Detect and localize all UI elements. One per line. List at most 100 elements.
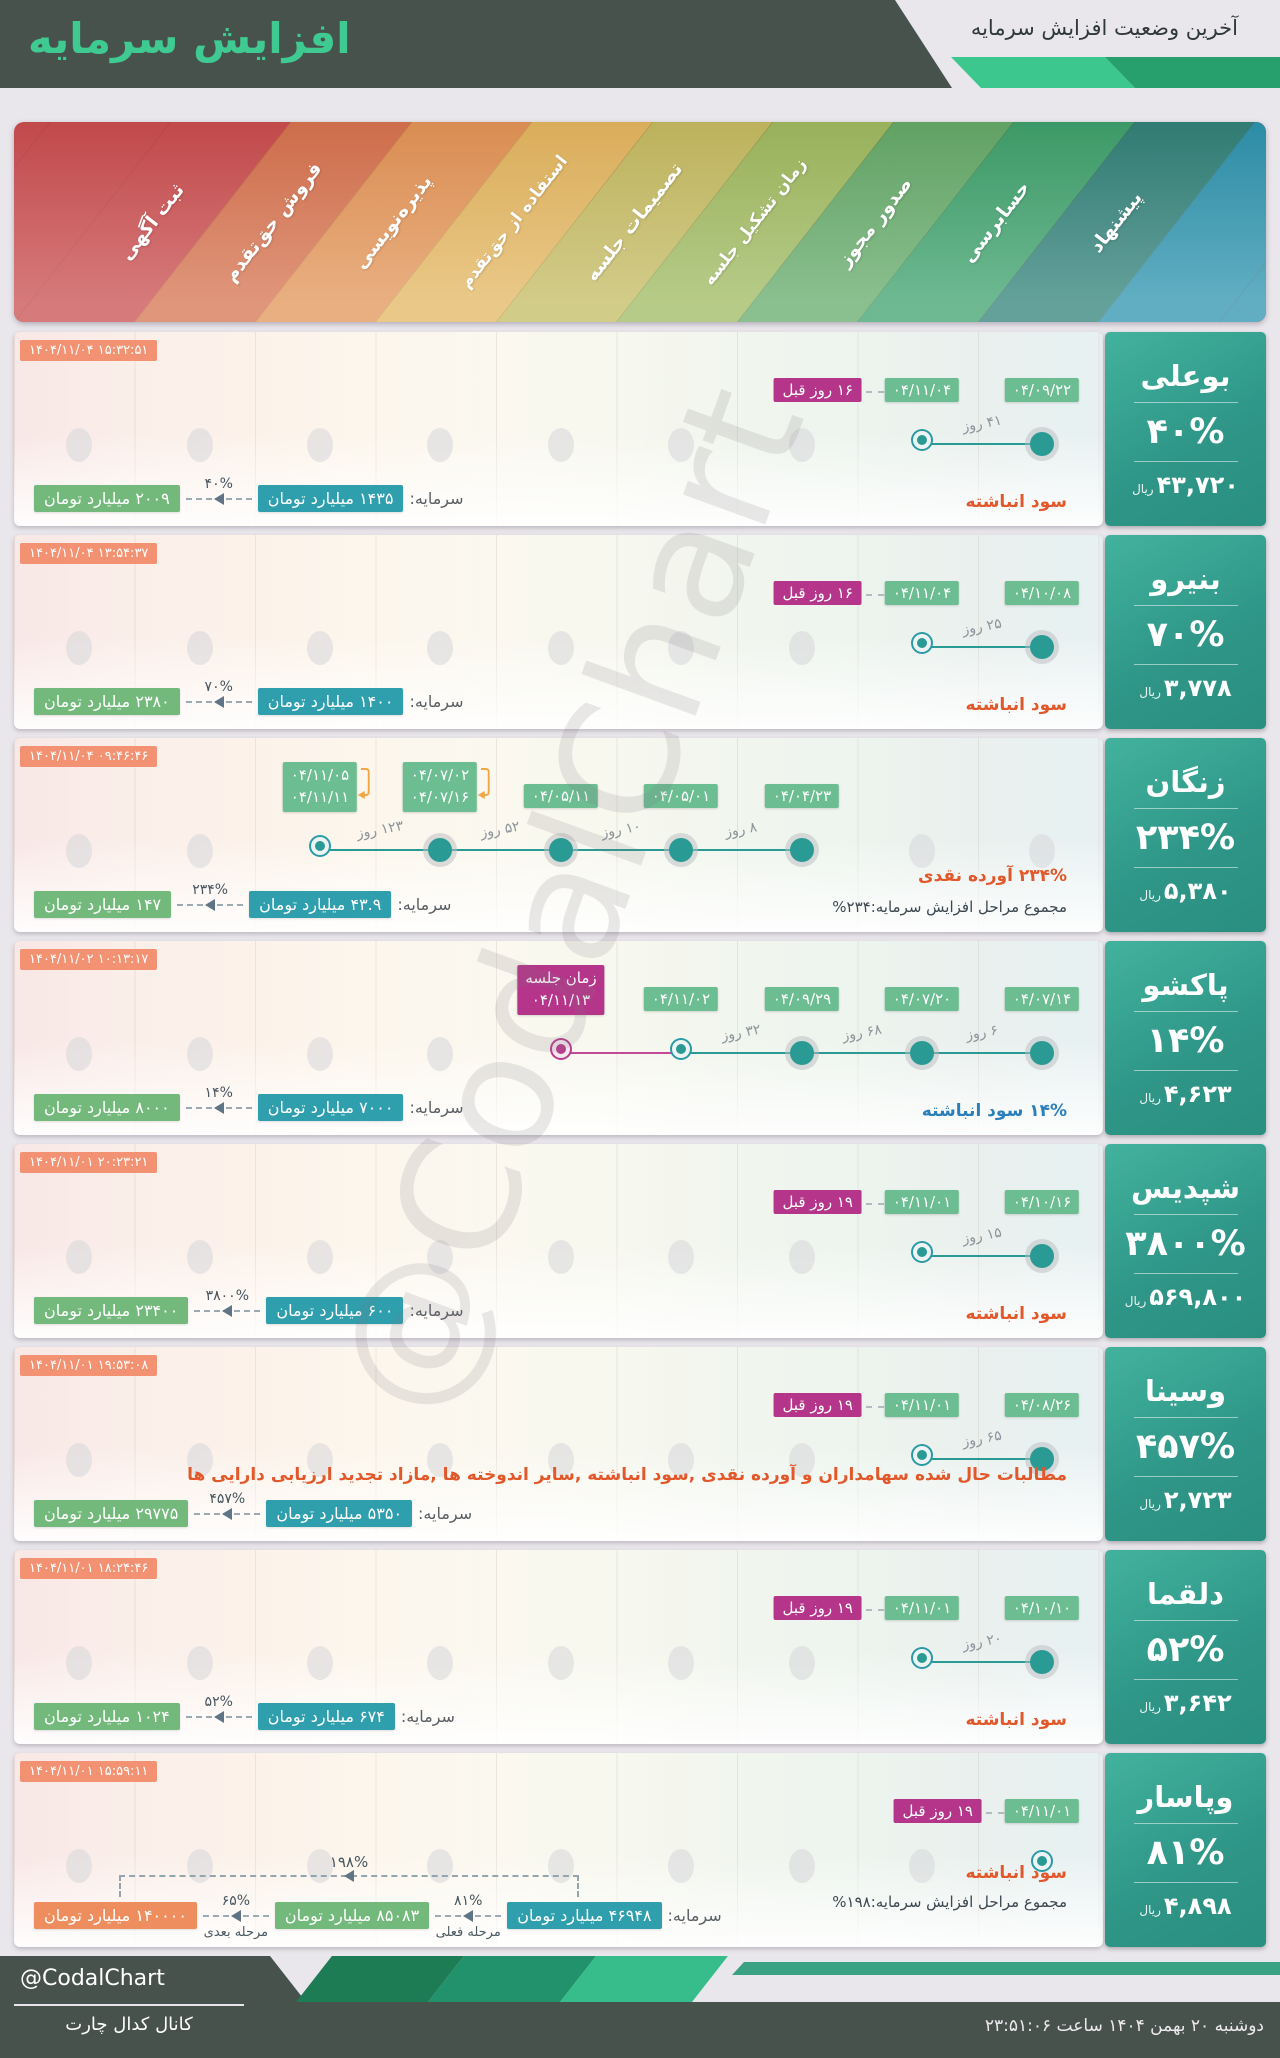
timeline-line: [681, 1052, 1042, 1054]
timeline-dot: [1030, 1244, 1054, 1268]
capital-label: سرمایه:: [418, 1504, 473, 1523]
arrow-left-icon: [344, 1870, 354, 1882]
timeline-dot: [549, 838, 573, 862]
event-date-badge: ۰۴/۰۸/۲۶: [1004, 1393, 1080, 1417]
badge-connector: [866, 1609, 884, 1611]
increase-arrow: ۲۳۴%: [177, 882, 244, 913]
capital-next-badge: ۱۴۰۰۰۰ میلیارد تومان: [34, 1902, 197, 1929]
badge-connector: [866, 1406, 884, 1408]
card-price: ۲,۷۲۳ ریال: [1139, 1486, 1231, 1514]
price-unit: ریال: [1139, 1091, 1161, 1105]
update-timestamp: ۱۴۰۴/۱۱/۰۱ ۱۸:۲۴:۴۶: [20, 1558, 158, 1579]
price-unit: ریال: [1139, 1700, 1161, 1714]
days-ago-badge: ۱۶ روز قبل: [773, 581, 862, 605]
interval-label: ۲۰ روز: [961, 1630, 1003, 1654]
timeline-dot-placeholder: [548, 1443, 574, 1477]
top-header: افزایش سرمایه آخرین وضعیت افزایش سرمایه: [0, 0, 1280, 88]
timeline-dot-placeholder: [548, 1240, 574, 1274]
timeline-dot-placeholder: [307, 428, 333, 462]
timeline-dot-placeholder: [1029, 834, 1055, 868]
card-divider: [1133, 1417, 1238, 1418]
timeline-dot-placeholder: [668, 631, 694, 665]
timeline-dot-placeholder: [307, 1849, 333, 1883]
event-date-badge: ۰۴/۱۱/۰۴: [884, 378, 960, 402]
increase-arrow: ۴۰%: [185, 476, 252, 507]
page-title: افزایش سرمایه: [28, 14, 351, 63]
funding-source-note: سود انباشته: [965, 1710, 1067, 1730]
total-bracket: [119, 1870, 579, 1897]
badge-connector: [986, 1812, 1004, 1814]
badge-connector: [866, 1203, 884, 1205]
card-price: ۴,۸۹۸ ریال: [1139, 1892, 1231, 1920]
capital-label: سرمایه:: [409, 692, 464, 711]
price-value: ۵۶۹,۸۰۰: [1149, 1283, 1247, 1311]
company-name: بوعلی: [1140, 359, 1231, 393]
capital-change: سرمایه: ۴۳.۹ میلیارد تومان ۲۳۴% ۱۴۷ میلی…: [34, 882, 451, 918]
funding-source-note: سود انباشته: [965, 492, 1067, 512]
card-divider: [1133, 1823, 1238, 1824]
timeline-dot-placeholder: [789, 1443, 815, 1477]
increase-percent: ۱۴%: [204, 1084, 233, 1101]
days-ago-badge: ۱۹ روز قبل: [893, 1799, 982, 1823]
timeline-dot-placeholder: [427, 428, 453, 462]
card-divider: [1133, 664, 1238, 665]
funding-source-note: ۱۴% سود انباشته: [921, 1101, 1067, 1121]
company-card: وسینا ۴۵۷% ۲,۷۲۳ ریال: [1105, 1347, 1266, 1541]
price-unit: ریال: [1139, 888, 1161, 902]
update-timestamp: ۱۴۰۴/۱۱/۰۴ ۰۹:۴۶:۴۶: [20, 746, 158, 767]
card-divider: [1133, 808, 1238, 809]
capital-label: سرمایه:: [400, 1707, 455, 1726]
timeline-dot-placeholder: [789, 1849, 815, 1883]
card-divider: [1133, 461, 1238, 462]
timeline-dot-placeholder: [66, 1037, 92, 1071]
company-row-pakshoo: ۱۴۰۴/۱۱/۰۲ ۱۰:۱۳:۱۷ ۳۲ روز ۶۸ روز ۶ روز …: [14, 941, 1266, 1135]
timeline-dot-placeholder: [909, 834, 935, 868]
funding-source-note: مطالبات حال شده سهامداران و آورده نقدی ,…: [187, 1465, 1067, 1485]
arrow-left-icon: [222, 1507, 233, 1520]
timeline-dot-current: [913, 1243, 931, 1261]
increase-percent: ۵۲%: [204, 1693, 233, 1710]
card-divider: [1133, 1679, 1238, 1680]
timeline-dot-placeholder: [187, 1646, 213, 1680]
capital-after-badge: ۱۴۷ میلیارد تومان: [34, 891, 172, 918]
capital-change: سرمایه: ۵۳۵۰ میلیارد تومان ۴۵۷% ۲۹۷۷۵ می…: [34, 1491, 473, 1527]
meeting-line: [561, 1052, 681, 1054]
capital-after-badge: ۸۰۰۰ میلیارد تومان: [34, 1094, 180, 1121]
timeline-dot-placeholder: [187, 631, 213, 665]
timeline-line: [922, 1661, 1042, 1663]
card-price: ۳,۷۷۸ ریال: [1139, 674, 1231, 702]
interval-label: ۶۸ روز: [841, 1021, 883, 1045]
footer-green-bar: [732, 1962, 1280, 1975]
page-subtitle: آخرین وضعیت افزایش سرمایه: [970, 16, 1238, 40]
range-bracket-icon: [478, 768, 491, 799]
timeline-dot-placeholder: [548, 1849, 574, 1883]
timeline-dot-placeholder: [427, 1646, 453, 1680]
timeline-dot-placeholder: [548, 428, 574, 462]
days-ago-badge: ۱۶ روز قبل: [773, 378, 862, 402]
company-name: شپدیس: [1131, 1171, 1240, 1205]
capital-after-badge: ۱۰۲۴ میلیارد تومان: [34, 1703, 180, 1730]
increase-percent: ۲۳۴%: [192, 881, 229, 898]
card-divider: [1133, 1620, 1238, 1621]
increase-arrow: ۵۲%: [185, 1694, 252, 1725]
increase-percent: ۷۰%: [204, 678, 233, 695]
card-divider: [1133, 867, 1238, 868]
card-price: ۳,۶۴۲ ریال: [1139, 1689, 1231, 1717]
total-stages-note: مجموع مراحل افزایش سرمایه:۱۹۸%: [832, 1893, 1067, 1911]
event-date-badge: ۰۴/۰۹/۲۹: [764, 987, 840, 1011]
timeline-dot-placeholder: [66, 1849, 92, 1883]
footer-channel-name: کانال کدال چارت: [65, 2014, 193, 2035]
price-unit: ریال: [1132, 482, 1154, 496]
price-unit: ریال: [1139, 1903, 1161, 1917]
interval-label: ۴۱ روز: [961, 412, 1003, 436]
interval-label: ۵۲ روز: [479, 818, 521, 842]
increase-arrow: ۷۰%: [185, 679, 252, 710]
event-date-badge: ۰۴/۰۹/۲۲: [1004, 378, 1080, 402]
capital-before-badge: ۱۴۰۰ میلیارد تومان: [257, 688, 404, 715]
timeline-dot: [790, 838, 814, 862]
days-ago-badge: ۱۹ روز قبل: [773, 1393, 862, 1417]
capital-after-badge: ۲۳۸۰ میلیارد تومان: [34, 688, 180, 715]
timeline-dot-placeholder: [187, 1443, 213, 1477]
event-date-badge: ۰۴/۰۴/۲۳: [764, 784, 840, 808]
funding-source-note: سود انباشته: [965, 1304, 1067, 1324]
